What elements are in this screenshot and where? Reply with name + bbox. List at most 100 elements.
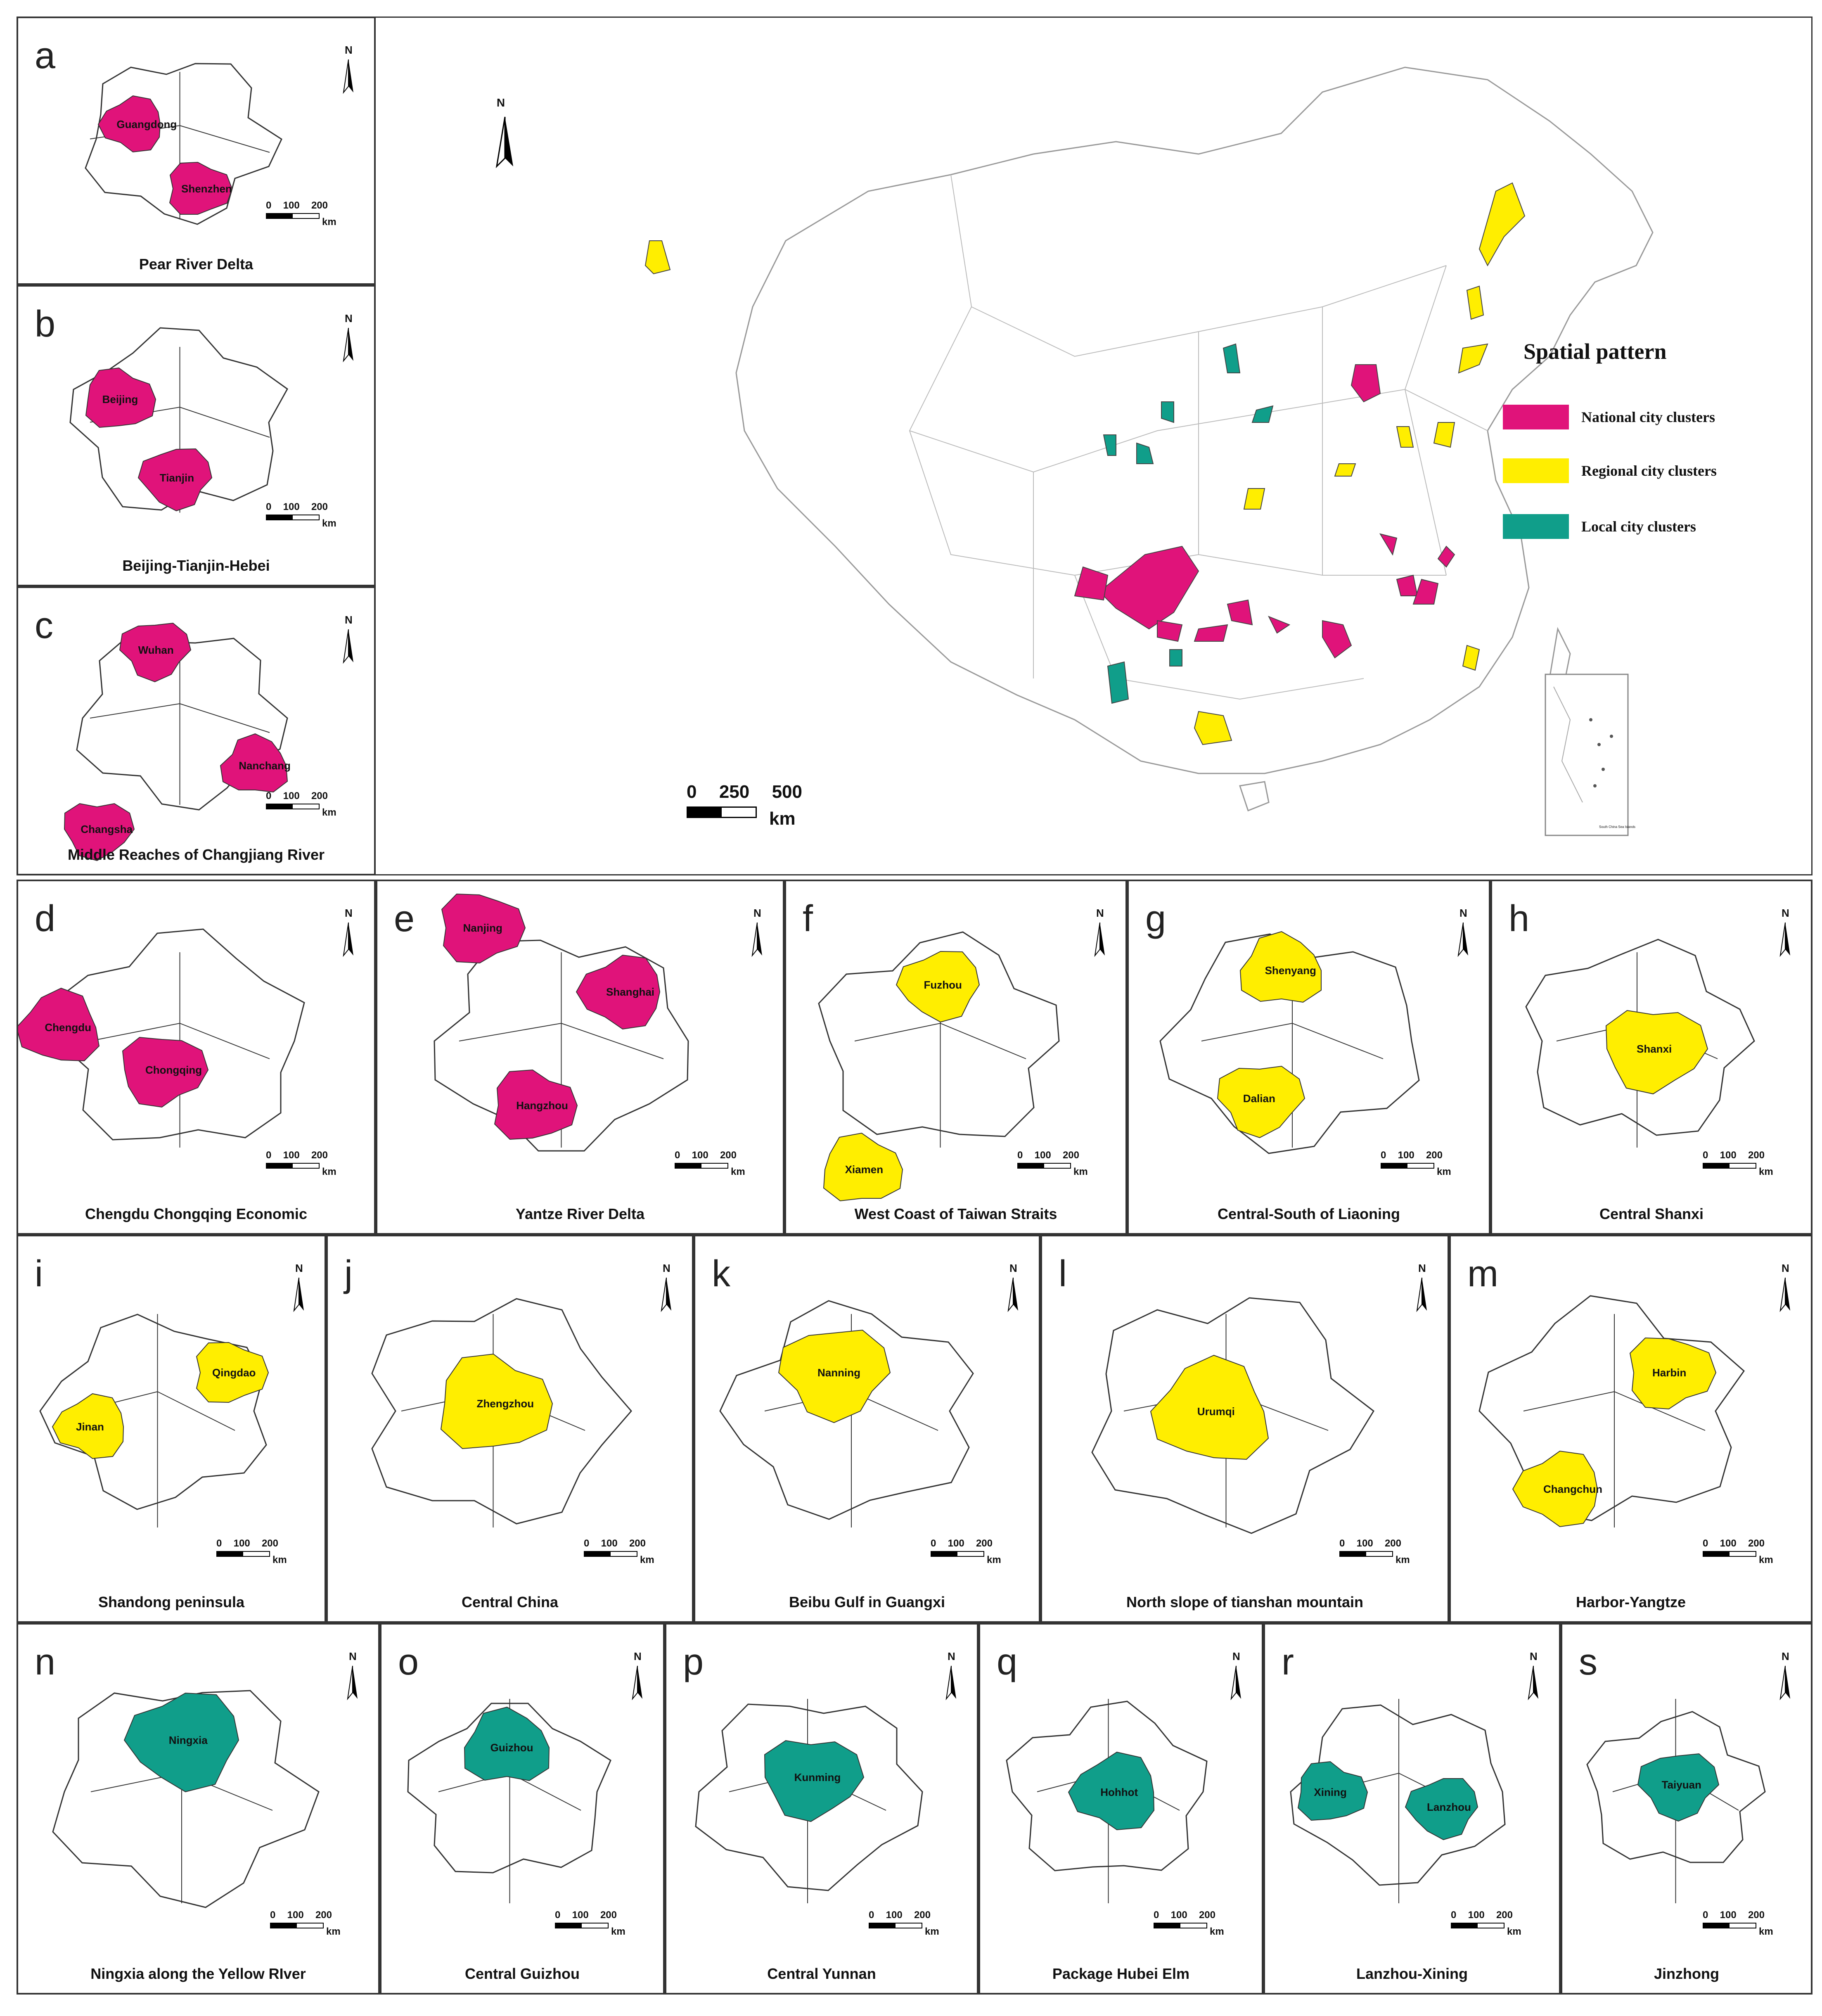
north-arrow-icon-half	[1416, 1277, 1422, 1312]
city-area-tianjin	[137, 448, 213, 512]
panel-q-map	[1006, 1665, 1241, 1903]
scale-label-0: 0	[266, 790, 272, 802]
panel-letter: g	[1145, 898, 1166, 939]
inset-caption: South China Sea Islands	[1599, 825, 1636, 829]
scale-label-0: 0	[1339, 1538, 1345, 1549]
panel-letter: n	[35, 1641, 56, 1683]
scale-unit: km	[322, 1166, 336, 1177]
panel-r-map	[1290, 1665, 1538, 1903]
city-area-shenyang	[1239, 931, 1322, 1003]
panel-h-map	[1525, 922, 1790, 1148]
scale-label-200: 200	[311, 790, 328, 802]
city-label-shanghai: Shanghai	[606, 986, 655, 998]
scale-label-100: 100	[948, 1538, 964, 1549]
panel-title: Middle Reaches of Changjiang River	[67, 846, 325, 863]
scale-bar-graphic	[931, 1551, 984, 1557]
city-area-ningxia	[123, 1692, 239, 1793]
scale-unit: km	[322, 518, 336, 529]
city-area-shenzhen	[169, 161, 233, 215]
city-label-guangdong: Guangdong	[116, 118, 177, 130]
north-arrow-icon	[1422, 1278, 1427, 1311]
city-label-nanning: Nanning	[817, 1366, 860, 1379]
north-label: N	[345, 312, 353, 325]
north-arrow-icon-half	[343, 922, 349, 957]
scale-label-200: 200	[1384, 1538, 1401, 1549]
legend-item-regional: Regional city clusters	[1503, 458, 1717, 483]
panel-title: Harbor-Yangtze	[1576, 1594, 1686, 1610]
north-label: N	[948, 1650, 955, 1663]
city-label-xining: Xining	[1314, 1786, 1347, 1798]
scale-unit: km	[731, 1166, 745, 1177]
region-outline	[818, 931, 1060, 1137]
scale-bar: 0 100 200 km	[266, 200, 336, 228]
panel-n-map	[52, 1665, 358, 1908]
north-arrow-icon-half	[1230, 1665, 1237, 1701]
scale-label-200: 200	[311, 200, 328, 211]
scale-bar-graphic	[869, 1923, 922, 1928]
scale-bar: 0 100 200 km	[1451, 1909, 1521, 1937]
panel-letter: p	[683, 1641, 704, 1683]
city-area-beijing	[85, 367, 156, 428]
scale-label-100: 100	[1720, 1538, 1737, 1549]
city-area-shanxi	[1605, 1010, 1708, 1095]
region-outline	[52, 1690, 320, 1908]
legend-label-local: Local city clusters	[1581, 518, 1696, 535]
city-label-dalian: Dalian	[1243, 1092, 1275, 1105]
panel-title: Lanzhou-Xining	[1356, 1965, 1468, 1982]
scale-label-100: 100	[1034, 1150, 1051, 1161]
scale-label-200: 200	[1748, 1150, 1765, 1161]
scale-unit: km	[611, 1926, 625, 1937]
scale-label-100: 100	[601, 1538, 618, 1549]
scale-bar: 0 100 200 km	[270, 1909, 341, 1937]
scale-bar-graphic	[1703, 1163, 1756, 1169]
city-area-xining	[1297, 1761, 1368, 1821]
scale-bar: 0 100 200 km	[1381, 1150, 1451, 1177]
scale-bar: 0 100 200 km	[1703, 1538, 1773, 1565]
scale-bar: 0 100 200 km	[266, 1150, 336, 1177]
scale-label-0: 0	[266, 1150, 272, 1161]
scale-bar-graphic	[675, 1163, 728, 1169]
scale-label-0: 0	[1451, 1909, 1457, 1921]
panel-letter: s	[1579, 1641, 1597, 1683]
city-label-shanxi: Shanxi	[1637, 1042, 1672, 1055]
scale-bar-graphic	[1154, 1923, 1207, 1928]
panel-c-map	[64, 622, 353, 861]
city-area-qingdao	[196, 1342, 269, 1403]
scale-label-200: 200	[311, 501, 328, 512]
scale-label-100: 100	[283, 790, 300, 802]
scale-label-0: 0	[1703, 1538, 1708, 1549]
legend-title: Spatial pattern	[1523, 339, 1667, 364]
scale-label-200: 200	[1062, 1150, 1079, 1161]
panel-title: Jinzhong	[1654, 1965, 1719, 1982]
panel-p-map	[695, 1665, 956, 1903]
scale-label-0: 0	[1703, 1909, 1708, 1921]
scale-label-200: 200	[1199, 1909, 1215, 1921]
city-area-hangzhou	[494, 1069, 578, 1140]
city-label-harbin: Harbin	[1652, 1366, 1687, 1379]
internal-boundaries	[90, 646, 270, 805]
city-label-hohhot: Hohhot	[1100, 1786, 1138, 1798]
scale-label-100: 100	[886, 1909, 903, 1921]
scale-label-0: 0	[216, 1538, 222, 1549]
panel-title: Yantze River Delta	[515, 1205, 645, 1222]
north-arrow-icon	[1533, 1666, 1538, 1699]
scale-label-200: 200	[720, 1150, 737, 1161]
city-area-changchun	[1512, 1450, 1598, 1527]
scale-bar-graphic	[1703, 1551, 1756, 1557]
north-label: N	[295, 1262, 303, 1274]
scale-label-200: 200	[1496, 1909, 1513, 1921]
city-label-chongqing: Chongqing	[145, 1064, 202, 1077]
scale-bar-graphic	[266, 515, 320, 520]
scale-label-100: 100	[283, 1150, 300, 1161]
scale-label-0: 0	[1154, 1909, 1159, 1921]
north-label: N	[1009, 1262, 1017, 1274]
scale-unit: km	[322, 807, 336, 818]
scale-label-100: 100	[1170, 1909, 1187, 1921]
